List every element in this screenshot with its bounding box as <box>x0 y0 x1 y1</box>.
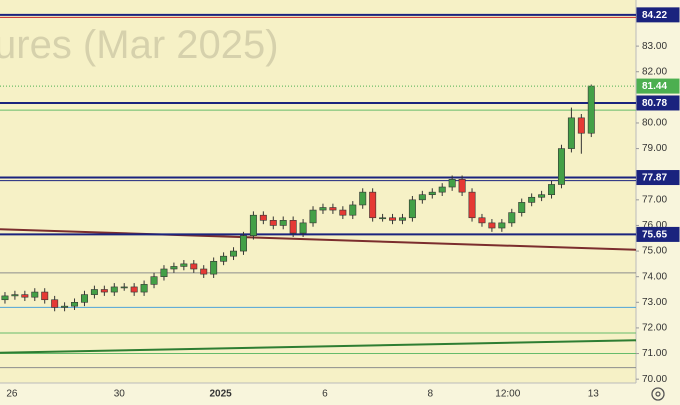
price-tag <box>636 7 680 23</box>
candle-body <box>428 191 436 196</box>
candle-body <box>369 191 377 219</box>
y-tick-label: 83.00 <box>642 41 667 52</box>
candle-body <box>220 255 228 262</box>
y-tick-label: 70.00 <box>642 374 667 385</box>
y-tick-label: 82.00 <box>642 66 667 77</box>
y-tick-label: 76.00 <box>642 220 667 231</box>
candle-body <box>359 191 367 206</box>
candle-body <box>100 289 108 293</box>
candle-body <box>408 199 416 219</box>
candle-body <box>180 263 188 267</box>
candle-body <box>31 291 39 298</box>
candle-body <box>120 286 128 289</box>
x-tick-label: 12:00 <box>495 389 520 400</box>
candle-body <box>61 305 69 308</box>
candle-body <box>150 276 158 285</box>
candle-body <box>249 214 257 236</box>
candle-body <box>299 222 307 234</box>
candle-body <box>538 194 546 198</box>
candle-body <box>339 209 347 216</box>
candle-body <box>488 222 496 229</box>
candle-body <box>269 220 277 226</box>
y-tick-label: 72.00 <box>642 323 667 334</box>
price-tag-label: 75.65 <box>642 230 667 241</box>
price-tag <box>636 78 680 94</box>
candle-body <box>548 184 556 196</box>
candle-body <box>170 266 178 270</box>
candle-body <box>319 207 327 211</box>
candle-body <box>200 268 208 275</box>
candle-body <box>398 217 406 221</box>
candle-body <box>329 207 337 211</box>
settings-button[interactable] <box>651 387 665 401</box>
candle-body <box>80 294 88 303</box>
y-tick-label: 77.00 <box>642 194 667 205</box>
candle-body <box>190 263 198 270</box>
y-tick-label: 79.00 <box>642 143 667 154</box>
candle-body <box>110 286 118 293</box>
candle-body <box>448 179 456 188</box>
candle-body <box>379 217 387 220</box>
candle-body <box>567 117 575 149</box>
candle-body <box>289 220 297 234</box>
x-tick-label: 13 <box>588 389 600 400</box>
x-tick-label: 30 <box>114 389 126 400</box>
time-axis-background <box>0 383 636 405</box>
candle-body <box>349 204 357 216</box>
y-tick-label: 75.00 <box>642 246 667 257</box>
trend-line <box>0 339 637 354</box>
candle-body <box>41 291 49 301</box>
price-axis-background <box>636 0 680 405</box>
candle-body <box>438 186 446 193</box>
price-tag <box>636 95 680 111</box>
candle-body <box>1 295 9 301</box>
x-tick-label: 26 <box>6 389 18 400</box>
candle-body <box>468 191 476 219</box>
candle-body <box>21 294 29 298</box>
trend-line <box>0 228 637 251</box>
candle-body <box>130 286 138 293</box>
candle-body <box>279 220 287 226</box>
candle-body <box>51 299 59 308</box>
candle-body <box>508 212 516 224</box>
x-tick-label: 2025 <box>209 389 232 400</box>
y-tick-label: 71.00 <box>642 348 667 359</box>
y-tick-label: 74.00 <box>642 271 667 282</box>
plot-background <box>0 0 636 383</box>
candle-body <box>90 289 98 295</box>
candle-body <box>498 222 506 229</box>
candle-body <box>239 235 247 252</box>
candle-body <box>160 268 168 277</box>
price-tag-label: 81.44 <box>642 81 667 92</box>
y-tick-label: 80.00 <box>642 118 667 129</box>
candle-body <box>230 250 238 257</box>
watermark: ures (Mar 2025) <box>0 23 279 67</box>
candle-body <box>528 196 536 203</box>
candle-body <box>557 148 565 185</box>
price-tag-label: 80.78 <box>642 98 667 109</box>
candle-body <box>71 302 79 307</box>
candle-body <box>140 284 148 293</box>
candle-body <box>458 179 466 193</box>
y-tick-label: 73.00 <box>642 297 667 308</box>
candle-body <box>418 194 426 201</box>
candle-body <box>259 214 267 221</box>
candle-body <box>577 117 585 134</box>
candle-body <box>478 217 486 224</box>
candle-body <box>309 209 317 224</box>
candle-body <box>587 85 595 134</box>
price-tag-label: 77.87 <box>642 173 667 184</box>
x-tick-label: 6 <box>322 389 328 400</box>
price-tag-label: 84.22 <box>642 10 667 21</box>
candle-body <box>210 261 218 275</box>
candle-body <box>11 294 19 297</box>
price-tag <box>636 170 680 186</box>
price-tag <box>636 226 680 242</box>
x-tick-label: 8 <box>428 389 434 400</box>
candle-body <box>518 202 526 213</box>
candle-body <box>389 217 397 221</box>
